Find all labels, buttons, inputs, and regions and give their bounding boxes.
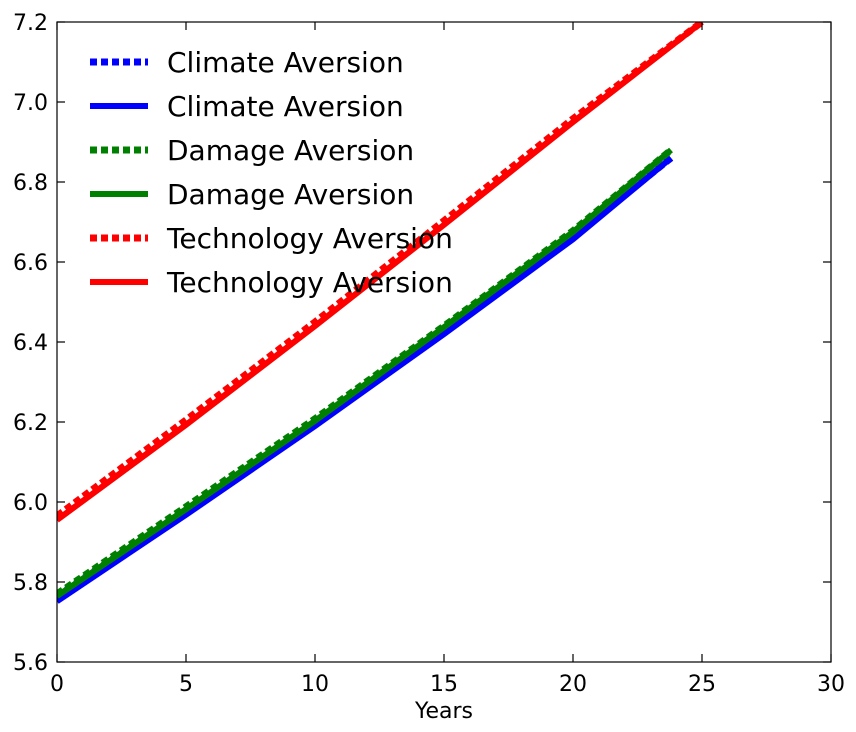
- y-tick-label: 6.6: [13, 251, 48, 276]
- x-tick-label: 0: [50, 672, 64, 697]
- series-line-6-technology-aversion-solid: [57, 22, 704, 523]
- series-line-2-climate-aversion-solid: [57, 155, 673, 604]
- legend-item: Technology Aversion: [90, 266, 453, 299]
- series-line-5-technology-aversion-dotted: [57, 22, 705, 519]
- legend-label: Damage Aversion: [167, 134, 414, 167]
- x-tick-label: 5: [179, 672, 193, 697]
- y-tick-label: 5.6: [13, 651, 48, 676]
- x-tick-label: 20: [559, 672, 587, 697]
- legend-label: Climate Aversion: [167, 90, 404, 123]
- legend-item: Technology Aversion: [90, 222, 453, 255]
- legend-item: Damage Aversion: [90, 134, 414, 167]
- legend-label: Technology Aversion: [166, 222, 453, 255]
- legend-label: Technology Aversion: [166, 266, 453, 299]
- x-axis-label: Years: [414, 699, 473, 724]
- legend-item: Climate Aversion: [90, 46, 404, 79]
- y-tick-label: 6.2: [13, 411, 48, 436]
- legend-label: Damage Aversion: [167, 178, 414, 211]
- x-tick-label: 30: [817, 672, 845, 697]
- series-line-4-damage-aversion-solid: [57, 147, 673, 599]
- legend: Climate Aversion Climate Aversion Damage A…: [90, 46, 453, 299]
- legend-item: Climate Aversion: [90, 90, 404, 123]
- y-tick-label: 6.8: [13, 171, 48, 196]
- y-tick-label: 7.0: [13, 91, 48, 116]
- y-tick-label: 6.0: [13, 491, 48, 516]
- legend-item: Damage Aversion: [90, 178, 414, 211]
- y-tick-label: 5.8: [13, 571, 48, 596]
- legend-label: Climate Aversion: [167, 46, 404, 79]
- y-tick-label: 7.2: [13, 11, 48, 36]
- x-tick-label: 15: [430, 672, 458, 697]
- x-tick-label: 10: [301, 672, 329, 697]
- x-tick-label: 25: [688, 672, 716, 697]
- y-tick-label: 6.4: [13, 331, 48, 356]
